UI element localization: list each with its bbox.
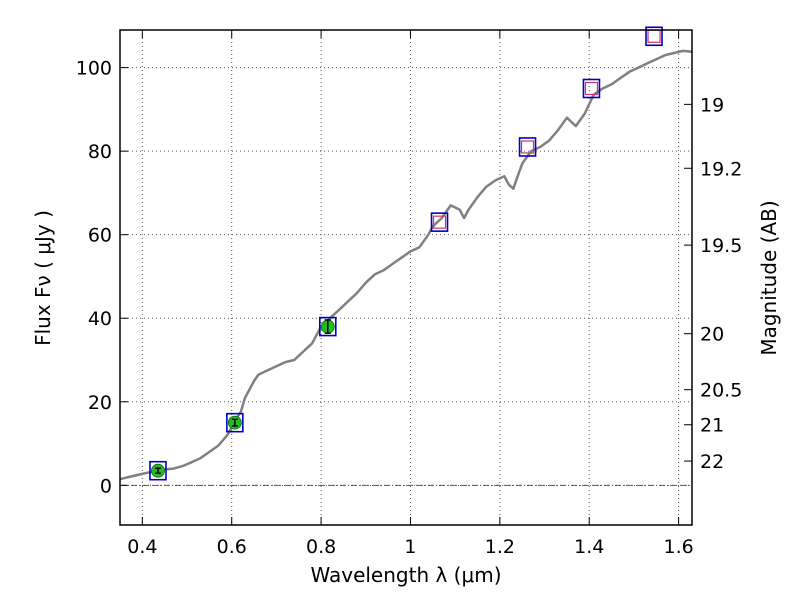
right-tick-label: 19 xyxy=(700,94,724,116)
y-tick-label: 60 xyxy=(88,225,112,247)
x-tick-label: 1 xyxy=(404,536,416,558)
upper-limit-marker xyxy=(432,215,447,229)
x-tick-label: 0.4 xyxy=(127,536,157,558)
grid xyxy=(120,30,692,525)
x-axis-label: Wavelength λ (μm) xyxy=(310,563,501,587)
tick-layer: 0.4 0.6 0.8 1 1.2 1.4 1.6 0 20 40 60 80 100 19 19.2 19.… xyxy=(76,30,742,558)
plot-frame xyxy=(119,29,693,526)
right-tick-label: 22 xyxy=(700,451,724,473)
marker-layer xyxy=(149,26,663,481)
x-tick-label: 0.8 xyxy=(306,536,336,558)
model-band-box xyxy=(226,412,244,433)
y-tick-label: 0 xyxy=(100,475,112,497)
y-tick-label: 80 xyxy=(88,141,112,163)
model-band-box xyxy=(430,212,449,232)
model-band-box xyxy=(645,26,663,47)
right-tick-label: 20 xyxy=(700,324,724,346)
plot-area xyxy=(120,30,692,525)
x-tick-label: 1.2 xyxy=(485,536,515,558)
y-axis-label: Flux Fν ( μJy ) xyxy=(31,210,55,346)
upper-limit-marker xyxy=(584,81,599,96)
x-tick-label: 1.4 xyxy=(574,536,604,558)
model-spectrum-line xyxy=(120,49,692,481)
model-band-box xyxy=(518,137,537,157)
model-band-box xyxy=(149,460,167,481)
right-tick-label: 21 xyxy=(700,415,724,437)
y-axis-right-label: Magnitude (AB) xyxy=(757,200,781,355)
model-band-box xyxy=(318,316,337,337)
right-tick-label: 19.2 xyxy=(700,158,742,180)
right-tick-label: 20.5 xyxy=(700,380,742,402)
y-tick-label: 20 xyxy=(88,392,112,414)
y-tick-label: 100 xyxy=(76,58,112,80)
y-tick-label: 40 xyxy=(88,308,112,330)
right-tick-label: 19.5 xyxy=(700,235,742,257)
model-band-box xyxy=(582,78,601,99)
series-layer xyxy=(120,49,692,481)
x-tick-label: 1.6 xyxy=(663,536,693,558)
upper-limit-marker xyxy=(520,140,535,154)
x-tick-label: 0.6 xyxy=(217,536,247,558)
